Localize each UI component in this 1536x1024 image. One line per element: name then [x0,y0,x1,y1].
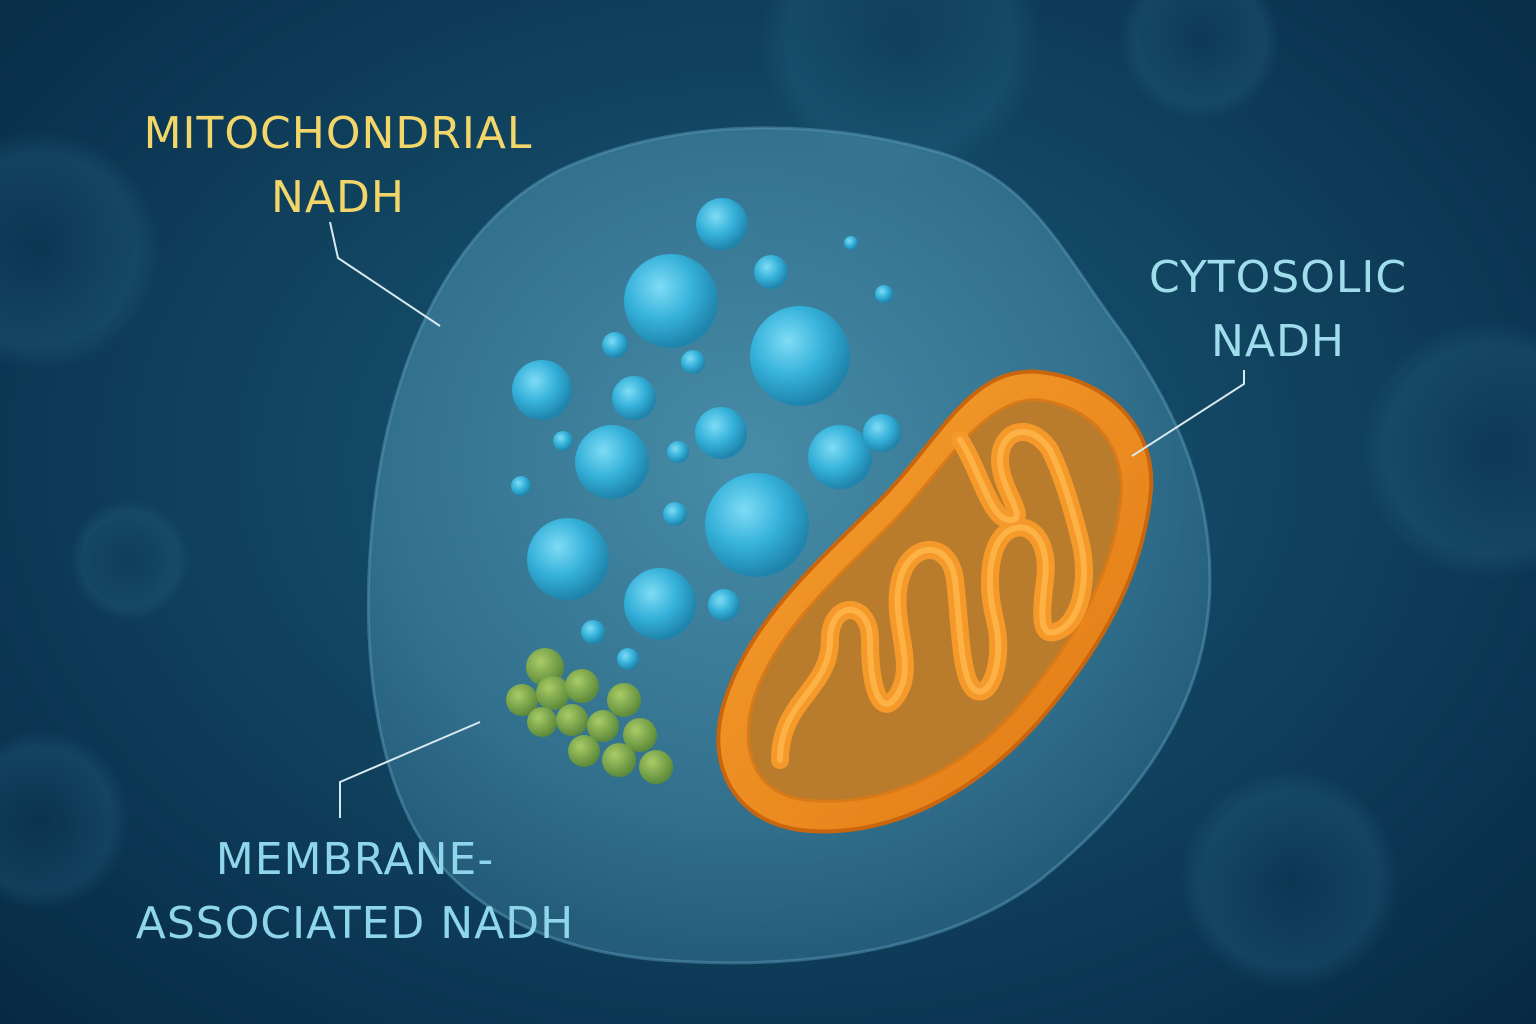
label-membrane-line2: ASSOCIATED NADH [135,898,575,949]
leader-line-cytosolic [1131,370,1245,457]
background-bokeh [0,0,1536,990]
label-membrane-associated-nadh: MEMBRANE- ASSOCIATED NADH [120,828,590,956]
label-mitochondrial-line2: NADH [271,172,405,223]
vesicles [511,198,901,670]
label-mitochondrial-nadh: MITOCHONDRIAL NADH [128,102,548,230]
label-cytosolic-line2: NADH [1211,316,1345,367]
mitochondrion-cristae-highlight [777,428,1087,763]
granule-cluster [506,648,673,784]
label-mitochondrial-line1: MITOCHONDRIAL [143,108,533,159]
mitochondrion-matrix [746,398,1123,803]
mitochondrion [716,369,1154,834]
label-membrane-line1: MEMBRANE- [215,834,495,885]
label-cytosolic-line1: CYTOSOLIC [1148,252,1408,303]
label-cytosolic-nadh: CYTOSOLIC NADH [1118,246,1438,374]
leader-line-membrane [339,721,481,818]
leader-line-mitochondrial [329,221,441,327]
